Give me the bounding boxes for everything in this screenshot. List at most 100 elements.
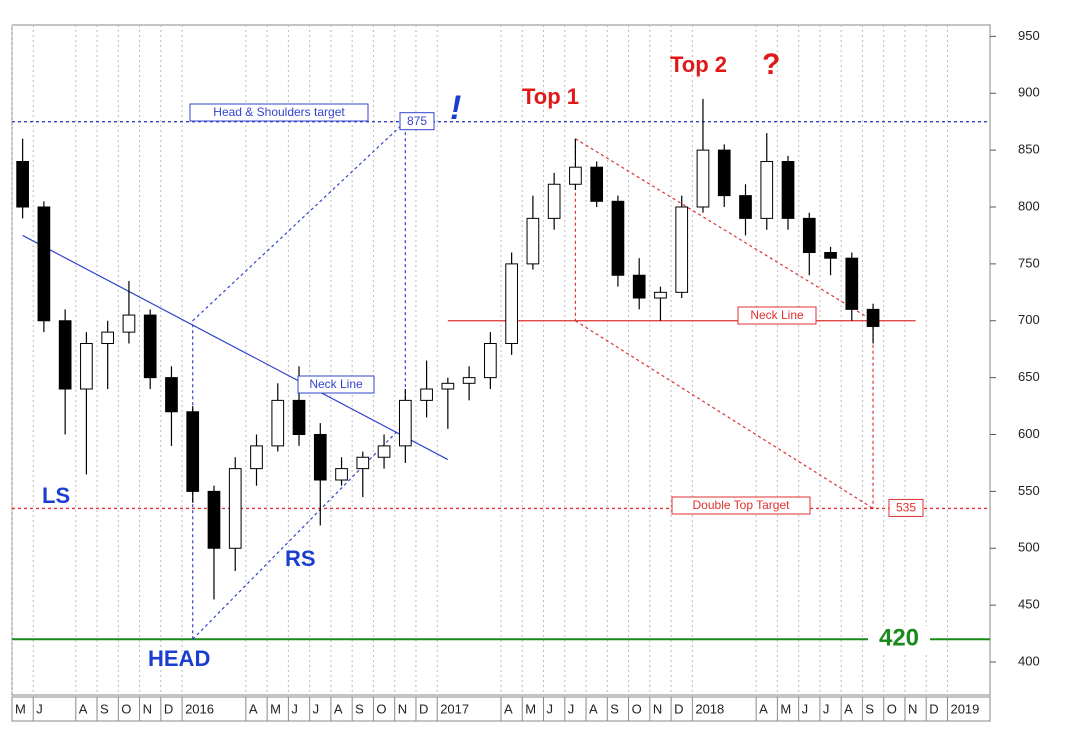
- exclamation: !: [450, 89, 461, 127]
- x-tick-label: J: [802, 701, 809, 716]
- y-tick-label: 850: [1018, 142, 1040, 157]
- x-tick-label: A: [79, 701, 88, 716]
- candle-body: [675, 206, 689, 293]
- x-tick-label: O: [632, 701, 642, 716]
- candle-body: [250, 445, 263, 470]
- label-box: [737, 306, 817, 325]
- x-tick-label: J: [547, 701, 554, 716]
- candle-body: [313, 434, 327, 481]
- question-mark: ?: [762, 48, 780, 81]
- y-tick-label: 800: [1018, 198, 1040, 213]
- x-tick-label: A: [334, 701, 343, 716]
- candle-body: [165, 377, 178, 413]
- x-tick-label: J: [313, 701, 320, 716]
- hs-target-label: Head & Shoulders target: [213, 105, 345, 119]
- x-tick-label: M: [270, 701, 281, 716]
- candle-body: [143, 314, 157, 379]
- trendline: [192, 121, 406, 322]
- candle-body: [207, 490, 221, 549]
- y-tick-label: 600: [1018, 426, 1040, 441]
- x-tick-label: D: [674, 701, 683, 716]
- marks: [12, 98, 990, 641]
- x-tick-label: A: [589, 701, 598, 716]
- x-tick-label: O: [887, 701, 897, 716]
- x-tick-label: N: [653, 701, 662, 716]
- candle-body: [611, 200, 625, 276]
- x-tick-label: S: [355, 701, 364, 716]
- level-label: 875: [407, 114, 427, 128]
- grid: [11, 25, 948, 695]
- rs-label: RS: [285, 546, 316, 571]
- candle-body: [526, 217, 540, 265]
- candle-body: [845, 257, 859, 310]
- x-tick-label: N: [908, 701, 917, 716]
- x-tick-label: S: [610, 701, 619, 716]
- trendline: [22, 234, 449, 461]
- ls-label: LS: [42, 483, 70, 508]
- x-tick-label: M: [15, 701, 26, 716]
- x-tick-label: A: [759, 701, 768, 716]
- dt-target-label: Double Top Target: [693, 498, 791, 512]
- x-tick-label: D: [419, 701, 428, 716]
- x-tick-label: S: [100, 701, 109, 716]
- x-tick-label: 2019: [950, 701, 979, 716]
- y-tick-label: 750: [1018, 255, 1040, 270]
- x-tick-label: M: [525, 701, 536, 716]
- candle-body: [441, 382, 455, 390]
- trendline: [192, 422, 406, 640]
- x-tick-label: S: [865, 701, 874, 716]
- y-tick-label: 500: [1018, 540, 1040, 555]
- candle-body: [590, 166, 604, 202]
- candle-body: [462, 377, 476, 384]
- x-tick-label: M: [780, 701, 791, 716]
- candle-body: [866, 308, 880, 327]
- x-tick-label: J: [568, 701, 575, 716]
- candle-body: [398, 399, 412, 447]
- annotations: Head & Shoulders target Neck Line Neck L…: [42, 48, 930, 671]
- label-box: [671, 496, 811, 515]
- x-tick-label: D: [164, 701, 173, 716]
- candle-body: [186, 411, 200, 492]
- candle-body: [80, 343, 93, 390]
- candle-body: [356, 456, 370, 470]
- x-tick-label: A: [504, 701, 513, 716]
- x-tick-label: D: [929, 701, 938, 716]
- candle-body: [292, 399, 306, 436]
- x-tick-label: A: [249, 701, 258, 716]
- candle-body: [547, 183, 561, 219]
- candle-body: [632, 274, 646, 299]
- x-tick-label: J: [291, 701, 298, 716]
- label-box: [189, 103, 369, 122]
- candle-body: [58, 320, 72, 390]
- candle-body: [760, 161, 774, 219]
- candle-body: [377, 445, 391, 458]
- x-tick-label: J: [823, 701, 830, 716]
- candle-body: [101, 331, 115, 345]
- candle-body: [271, 399, 285, 447]
- y-tick-label: 650: [1018, 369, 1040, 384]
- candle-body: [696, 149, 710, 208]
- dt-neck-label: Neck Line: [750, 308, 804, 322]
- candle-body: [16, 161, 29, 208]
- candle-body: [802, 217, 816, 254]
- head-label: HEAD: [148, 646, 210, 671]
- x-tick-label: A: [844, 701, 853, 716]
- candle-body: [739, 195, 752, 219]
- y-tick-label: 700: [1018, 312, 1040, 327]
- hs-neck-label: Neck Line: [309, 377, 363, 391]
- candle-body: [569, 166, 582, 185]
- y-tick-label: 400: [1018, 653, 1040, 668]
- candle-body: [122, 314, 136, 333]
- y-tick-label: 900: [1018, 85, 1040, 100]
- candle-body: [484, 343, 497, 379]
- level-label: 420: [879, 625, 919, 652]
- candle-body: [228, 468, 242, 549]
- y-tick-label: 450: [1018, 597, 1040, 612]
- x-tick-label: O: [121, 701, 131, 716]
- x-tick-label: 2017: [440, 701, 469, 716]
- level-label: 535: [896, 501, 916, 515]
- candle-body: [717, 149, 731, 197]
- candle-body: [420, 388, 433, 401]
